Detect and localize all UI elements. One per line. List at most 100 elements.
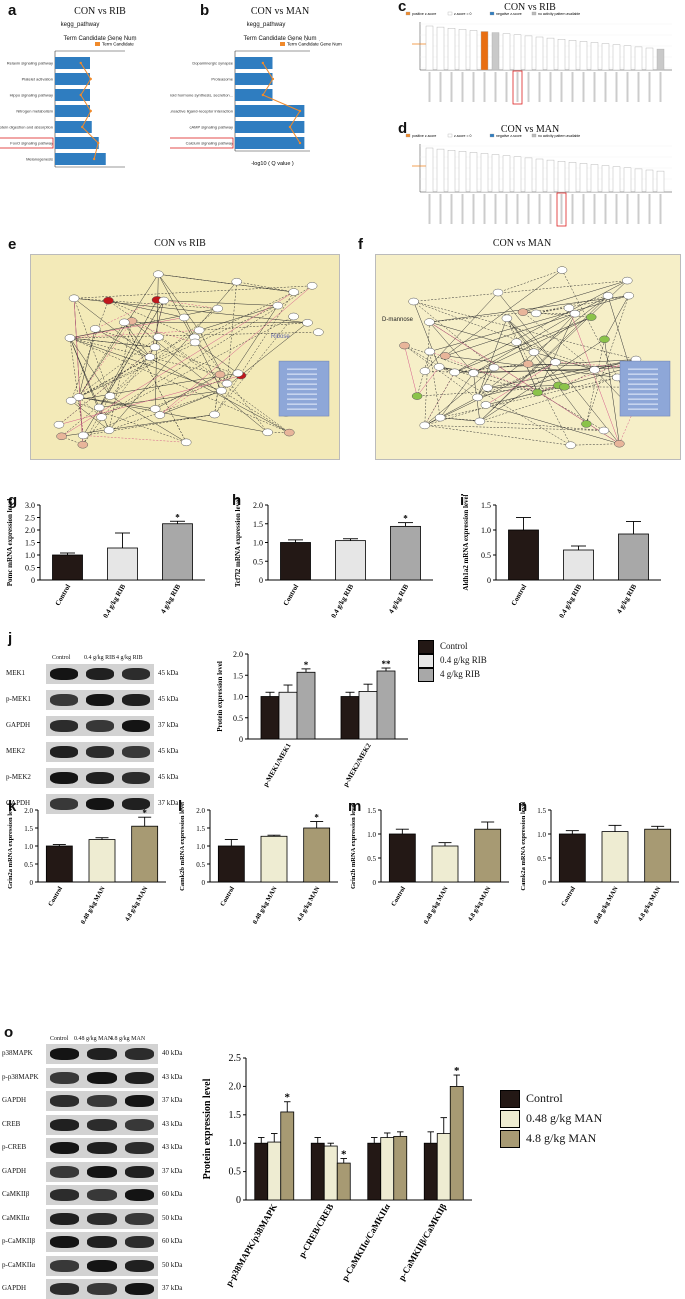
- network-edge: [439, 366, 538, 393]
- network-node: [73, 393, 85, 401]
- network-node: [302, 319, 313, 327]
- x-tick-label: Control: [282, 583, 301, 607]
- network-node: [408, 297, 419, 306]
- network-edge: [555, 361, 630, 368]
- y-tick-label: 0.5: [25, 564, 35, 573]
- blot-kda-label: 37 kDa: [162, 1096, 183, 1104]
- blot-band: [124, 1142, 154, 1154]
- network-edge: [183, 317, 222, 391]
- blot-band: [87, 1048, 117, 1060]
- kegg-bar: [55, 137, 99, 149]
- bar: [217, 845, 245, 883]
- bar: [310, 1142, 325, 1201]
- legend-swatch: [418, 654, 434, 668]
- network-edge: [78, 322, 125, 398]
- y-tick-label: 1.0: [229, 1138, 242, 1149]
- term-candidate-point: [261, 61, 265, 65]
- term-candidate-point: [298, 141, 302, 145]
- y-tick-label: 0.5: [537, 855, 546, 863]
- panel-a-subtitle: kegg_pathway: [60, 22, 100, 28]
- legend-label: no activity pattern available: [538, 134, 580, 138]
- significance-mark: *: [304, 660, 309, 670]
- legend-label: negative z-score: [496, 12, 522, 16]
- kegg-bar: [55, 121, 92, 133]
- blot-strip: [46, 768, 154, 788]
- network-node: [556, 266, 568, 274]
- network-node: [216, 386, 227, 395]
- kegg-term-label: Relaxin signaling pathway: [7, 61, 53, 66]
- network-edge: [61, 291, 294, 437]
- blot-strip: [46, 1161, 158, 1182]
- bar: [278, 691, 298, 740]
- blot-band: [86, 746, 114, 758]
- blot-kda-label: 37 kDa: [162, 1166, 183, 1175]
- legend-swatch: [405, 11, 411, 16]
- network-edge: [477, 361, 556, 398]
- network-edge: [440, 377, 618, 418]
- panel-b-caption: Term Candidate Gene Num: [243, 36, 317, 42]
- bar: [388, 833, 416, 883]
- network-edge: [479, 339, 605, 422]
- blot-strip: [46, 716, 154, 736]
- legend-swatch: [489, 11, 495, 16]
- network-edge: [570, 443, 620, 446]
- network-edge: [214, 374, 221, 415]
- network-edge: [454, 316, 592, 373]
- network-node: [103, 296, 114, 305]
- y-tick-label: 1.0: [537, 831, 546, 839]
- lane-header: 4.8 g/kg MAN: [110, 1036, 146, 1042]
- y-axis-title: Protein expression level: [216, 661, 224, 732]
- bar: [267, 1141, 282, 1201]
- network-node: [623, 291, 634, 300]
- bar-chart-n: 0 0.5 1.0 1.5 Camk2a mRNA expression level Co…: [520, 802, 679, 925]
- blot-band: [50, 746, 78, 758]
- bar: [380, 1137, 395, 1201]
- bar: [601, 831, 629, 883]
- panel-label-j: j: [8, 630, 13, 647]
- network-edge: [124, 322, 151, 358]
- network-node: [550, 358, 561, 366]
- blot-protein-label: GAPDH: [6, 721, 31, 729]
- network-edge: [485, 404, 620, 444]
- network-edge: [71, 400, 187, 443]
- x-tick-label: p-CaMKIIβ/CaMKIIβ: [396, 1202, 448, 1283]
- kegg-bar: [55, 73, 90, 85]
- kegg-bar: [55, 105, 90, 117]
- network-edge: [497, 292, 620, 444]
- network-edge: [69, 337, 102, 418]
- blot-kda-label: 43 kDa: [162, 1119, 183, 1128]
- panel-label-k: k: [8, 798, 17, 815]
- network-edge: [424, 425, 571, 446]
- pathway-bar: [480, 153, 489, 193]
- x-tick-label: Control: [560, 885, 577, 907]
- blot-kda-label: 40 kDa: [162, 1049, 183, 1057]
- blot-protein-label: MEK1: [6, 669, 26, 677]
- network-edge: [537, 313, 576, 393]
- blot-kda-label: 43 kDa: [162, 1072, 183, 1081]
- legend-item: 0.4 g/kg RIB: [418, 654, 487, 668]
- network-node: [565, 441, 576, 449]
- network-node: [214, 370, 226, 379]
- kegg-term-label: Neuroactive ligand-receptor interaction: [170, 109, 233, 114]
- bar: [474, 828, 502, 883]
- pathway-bar: [590, 164, 599, 193]
- blot-protein-label: p-CaMKIIβ: [2, 1237, 36, 1245]
- network-node: [598, 426, 610, 435]
- panel-e-title: CON vs RIB: [154, 238, 206, 249]
- kegg-term-label: Dopaminergic synapse: [192, 61, 233, 66]
- y-tick-label: 0: [487, 576, 491, 585]
- pathway-bar: [513, 34, 522, 71]
- y-tick-label: 1.0: [253, 539, 263, 548]
- x-tick-label: 0.4 g/kg RIB: [102, 583, 128, 620]
- network-edge: [194, 342, 239, 374]
- network-edge: [416, 351, 430, 397]
- lane-header: 0.48 g/kg MAN: [74, 1036, 113, 1042]
- network-node: [180, 438, 192, 447]
- bar: [52, 554, 83, 581]
- network-edge: [416, 366, 440, 397]
- bar: [254, 1142, 269, 1201]
- panel-label-f: f: [358, 236, 363, 253]
- pathway-bar: [612, 166, 621, 193]
- bar: [358, 691, 378, 740]
- network-edge: [78, 274, 159, 398]
